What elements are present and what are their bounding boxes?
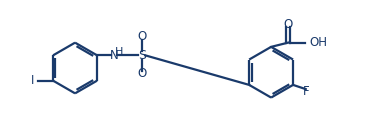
Text: O: O	[137, 30, 146, 43]
Text: S: S	[138, 49, 146, 62]
Text: I: I	[31, 74, 35, 87]
Text: N: N	[110, 49, 118, 62]
Text: O: O	[137, 67, 146, 80]
Text: O: O	[283, 18, 293, 31]
Text: F: F	[303, 85, 310, 98]
Text: H: H	[115, 47, 123, 57]
Text: OH: OH	[309, 36, 327, 49]
